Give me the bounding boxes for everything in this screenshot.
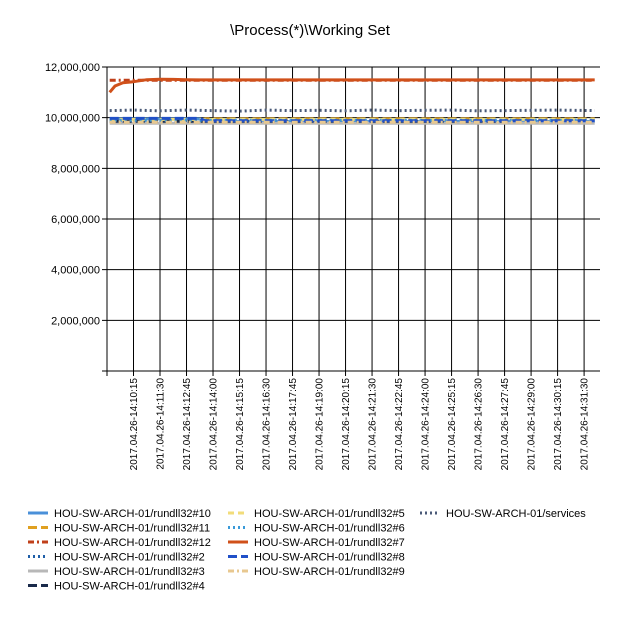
x-tick-label: 2017.04.26-14:26:30 xyxy=(474,378,485,471)
x-tick-label: 2017.04.26-14:27:45 xyxy=(500,378,511,471)
series-line xyxy=(109,108,595,113)
y-tick-label: 6,000,000 xyxy=(51,214,100,226)
legend-label: HOU-SW-ARCH-01/rundll32#11 xyxy=(54,523,210,535)
legend-label: HOU-SW-ARCH-01/rundll32#6 xyxy=(254,523,405,535)
x-tick-label: 2017.04.26-14:22:45 xyxy=(394,378,405,471)
x-tick-label: 2017.04.26-14:10:15 xyxy=(129,378,140,471)
x-tick-label: 2017.04.26-14:20:15 xyxy=(341,378,352,471)
x-tick-label: 2017.04.26-14:16:30 xyxy=(262,378,273,471)
x-tick-label: 2017.04.26-14:14:00 xyxy=(209,378,220,471)
y-tick-label: 4,000,000 xyxy=(51,265,100,277)
chart-series xyxy=(108,77,595,125)
chart-title: \Process(*)\Working Set xyxy=(230,22,391,39)
x-tick-label: 2017.04.26-14:12:45 xyxy=(182,378,193,471)
x-tick-label: 2017.04.26-14:11:30 xyxy=(156,378,167,470)
x-tick-label: 2017.04.26-14:24:00 xyxy=(421,378,432,471)
x-tick-label: 2017.04.26-14:29:00 xyxy=(527,378,538,471)
x-tick-label: 2017.04.26-14:25:15 xyxy=(447,378,458,471)
y-tick-label: 8,000,000 xyxy=(51,163,100,175)
legend-label: HOU-SW-ARCH-01/rundll32#5 xyxy=(254,508,405,520)
chart-grid xyxy=(102,66,600,376)
x-tick-label: 2017.04.26-14:19:00 xyxy=(315,378,326,471)
legend-label: HOU-SW-ARCH-01/rundll32#9 xyxy=(254,566,405,578)
x-tick-label: 2017.04.26-14:21:30 xyxy=(368,378,379,471)
chart-legend: HOU-SW-ARCH-01/rundll32#10 HOU-SW-ARCH-01… xyxy=(28,508,586,593)
y-tick-label: 12,000,000 xyxy=(45,62,100,74)
legend-label: HOU-SW-ARCH-01/rundll32#10 xyxy=(54,508,211,520)
chart-axes xyxy=(102,67,600,376)
x-tick-label: 2017.04.26-14:31:30 xyxy=(580,378,591,471)
x-tick-label: 2017.04.26-14:15:15 xyxy=(235,378,246,471)
x-tick-label: 2017.04.26-14:30:15 xyxy=(553,378,564,471)
legend-label: HOU-SW-ARCH-01/rundll32#2 xyxy=(54,552,205,564)
legend-label: HOU-SW-ARCH-01/rundll32#4 xyxy=(54,581,205,593)
legend-label: HOU-SW-ARCH-01/rundll32#7 xyxy=(254,537,405,549)
legend-label: HOU-SW-ARCH-01/rundll32#8 xyxy=(254,552,405,564)
y-axis-tick-labels: 2,000,000 4,000,000 6,000,000 8,000,000 10,0… xyxy=(45,62,100,327)
x-axis-tick-labels: 2017.04.26-14:10:15 2017.04.26-14:11:30 20… xyxy=(129,378,591,471)
legend-label: HOU-SW-ARCH-01/services xyxy=(446,508,586,520)
y-tick-label: 2,000,000 xyxy=(51,315,100,327)
series-line xyxy=(108,77,595,94)
legend-label: HOU-SW-ARCH-01/rundll32#3 xyxy=(54,566,205,578)
x-tick-label: 2017.04.26-14:17:45 xyxy=(288,378,299,471)
legend-label: HOU-SW-ARCH-01/rundll32#12 xyxy=(54,537,211,549)
y-tick-label: 10,000,000 xyxy=(45,113,100,125)
